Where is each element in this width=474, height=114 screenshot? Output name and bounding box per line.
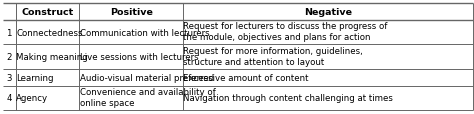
Text: Agency: Agency xyxy=(16,93,48,102)
Text: 4: 4 xyxy=(6,93,12,102)
Text: 1: 1 xyxy=(6,28,12,37)
Text: Making meaning: Making meaning xyxy=(16,53,88,61)
Text: Live sessions with lecturers: Live sessions with lecturers xyxy=(80,53,199,61)
Text: Audio-visual material preferred: Audio-visual material preferred xyxy=(80,73,214,82)
Text: Connectedness: Connectedness xyxy=(16,28,83,37)
Text: Negative: Negative xyxy=(304,8,352,17)
Text: 2: 2 xyxy=(6,53,12,61)
Text: Construct: Construct xyxy=(21,8,73,17)
Text: Request for more information, guidelines,
structure and attention to layout: Request for more information, guidelines… xyxy=(183,46,363,66)
Text: Navigation through content challenging at times: Navigation through content challenging a… xyxy=(183,93,393,102)
Text: Communication with lecturers: Communication with lecturers xyxy=(80,28,210,37)
Text: 3: 3 xyxy=(6,73,12,82)
Text: Positive: Positive xyxy=(109,8,153,17)
Text: Request for lecturers to discuss the progress of
the module, objectives and plan: Request for lecturers to discuss the pro… xyxy=(183,22,388,42)
Text: Learning: Learning xyxy=(16,73,54,82)
Text: Convenience and availability of
online space: Convenience and availability of online s… xyxy=(80,87,216,107)
Text: Excessive amount of content: Excessive amount of content xyxy=(183,73,309,82)
